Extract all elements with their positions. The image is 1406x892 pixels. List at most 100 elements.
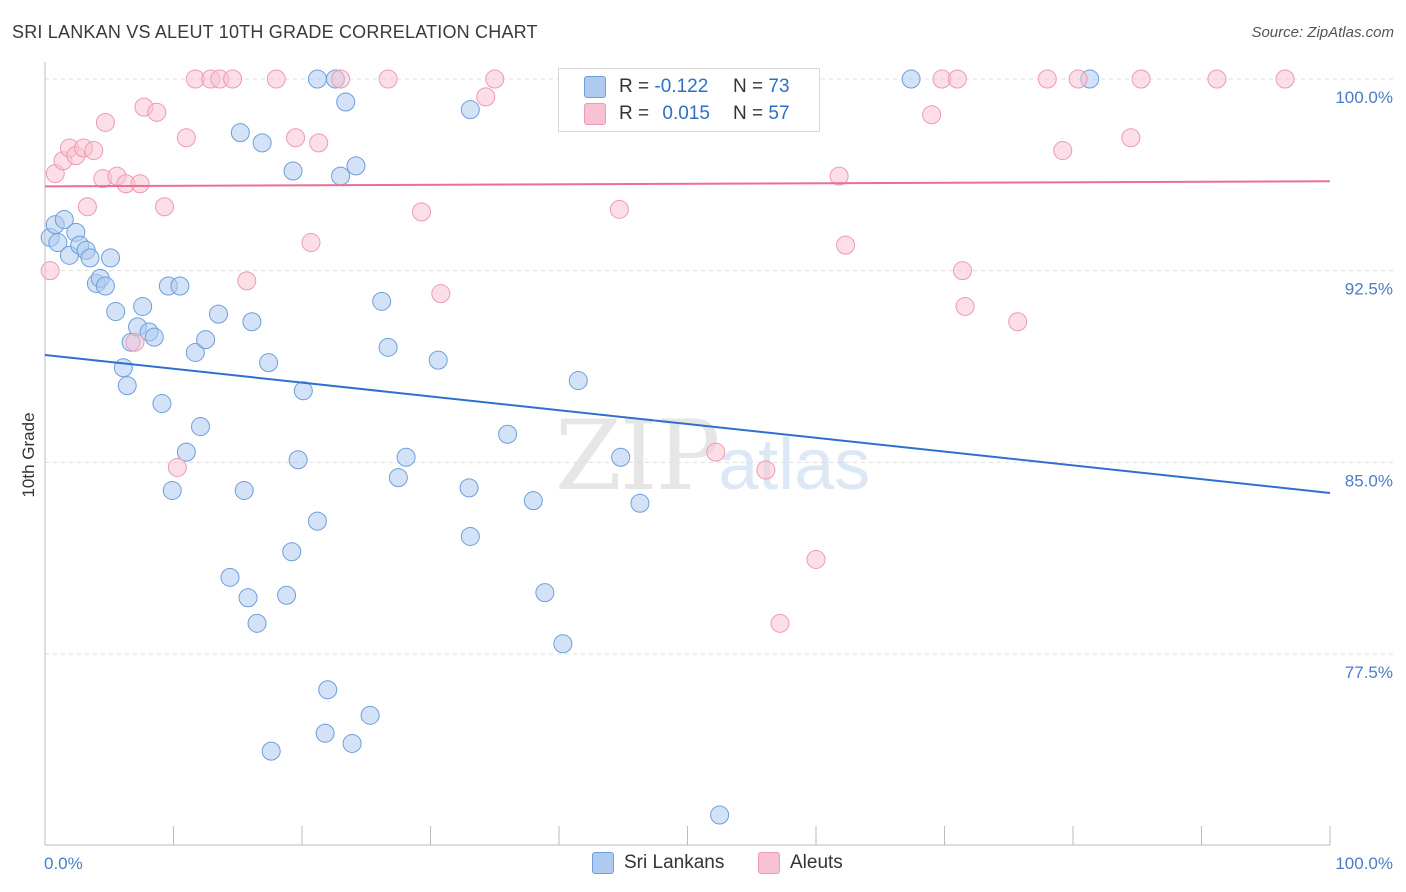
legend-r-label: R = xyxy=(619,103,650,124)
data-point-sri-lankans xyxy=(238,588,258,608)
data-point-aleuts xyxy=(331,69,351,89)
trend-lines xyxy=(44,180,1331,494)
data-point-aleuts xyxy=(412,202,432,222)
trend-line-sri-lankans xyxy=(44,354,1331,494)
legend-label: Aleuts xyxy=(790,852,843,873)
data-point-sri-lankans xyxy=(331,166,351,186)
data-point-aleuts xyxy=(77,197,97,217)
legend-n-value: 73 xyxy=(768,76,790,97)
legend-item-aleuts[interactable]: Aleuts xyxy=(758,852,843,874)
data-point-aleuts xyxy=(706,442,726,462)
legend-n: N = 73 xyxy=(733,76,790,98)
correlation-legend: R = -0.122 N = 73 R = 0.015 N = 57 xyxy=(558,68,820,132)
data-point-aleuts xyxy=(147,102,167,122)
axis-labels: 100.0% 92.5% 85.0% 77.5% 0.0% 100.0% 10th Grad… xyxy=(19,88,1393,873)
data-point-sri-lankans xyxy=(190,417,210,437)
trend-line-aleuts xyxy=(44,180,1331,188)
data-point-aleuts xyxy=(155,197,175,217)
data-point-sri-lankans xyxy=(101,248,121,268)
data-point-sri-lankans xyxy=(152,394,172,414)
x-tick-label: 0.0% xyxy=(44,854,83,873)
data-point-sri-lankans xyxy=(396,447,416,467)
data-point-aleuts xyxy=(1207,69,1227,89)
data-point-sri-lankans xyxy=(553,634,573,654)
y-tick-label: 100.0% xyxy=(1335,88,1393,107)
legend-r: R = 0.015 xyxy=(619,103,710,125)
data-point-sri-lankans xyxy=(460,526,480,546)
data-point-sri-lankans xyxy=(372,291,392,311)
data-point-sri-lankans xyxy=(378,337,398,357)
data-point-sri-lankans xyxy=(113,358,133,378)
data-point-aleuts xyxy=(84,141,104,161)
legend-n-value: 57 xyxy=(768,103,790,124)
data-point-aleuts xyxy=(176,128,196,148)
data-point-sri-lankans xyxy=(630,493,650,513)
data-point-sri-lankans xyxy=(230,123,250,143)
series-aleuts xyxy=(40,69,1295,633)
data-point-aleuts xyxy=(431,284,451,304)
data-point-sri-lankans xyxy=(901,69,921,89)
data-point-aleuts xyxy=(266,69,286,89)
legend-item-sri-lankans[interactable]: Sri Lankans xyxy=(592,852,724,874)
y-tick-label: 85.0% xyxy=(1345,471,1393,490)
data-point-sri-lankans xyxy=(117,376,137,396)
data-point-sri-lankans xyxy=(498,424,518,444)
data-point-aleuts xyxy=(836,235,856,255)
data-point-aleuts xyxy=(1131,69,1151,89)
data-point-aleuts xyxy=(476,87,496,107)
data-point-sri-lankans xyxy=(208,304,228,324)
data-point-sri-lankans xyxy=(288,450,308,470)
data-point-sri-lankans xyxy=(259,353,279,373)
legend-r-value: -0.122 xyxy=(654,76,709,97)
chart-title: SRI LANKAN VS ALEUT 10TH GRADE CORRELATI… xyxy=(12,22,538,42)
data-point-aleuts xyxy=(167,457,187,477)
data-point-sri-lankans xyxy=(388,468,408,488)
data-point-sri-lankans xyxy=(523,491,543,511)
y-tick-label: 92.5% xyxy=(1345,280,1393,299)
data-point-aleuts xyxy=(95,112,115,132)
x-tick-label: 100.0% xyxy=(1335,854,1393,873)
data-point-aleuts xyxy=(806,549,826,569)
data-point-sri-lankans xyxy=(196,330,216,350)
legend-r-value: 0.015 xyxy=(662,103,710,124)
data-point-sri-lankans xyxy=(170,276,190,296)
data-point-aleuts xyxy=(237,271,257,291)
watermark-atlas: atlas xyxy=(718,425,871,505)
data-point-sri-lankans xyxy=(282,542,302,562)
data-point-aleuts xyxy=(609,199,629,219)
data-point-aleuts xyxy=(829,166,849,186)
data-point-sri-lankans xyxy=(428,350,448,370)
data-point-aleuts xyxy=(378,69,398,89)
data-point-aleuts xyxy=(952,261,972,281)
data-point-sri-lankans xyxy=(176,442,196,462)
data-point-sri-lankans xyxy=(106,302,126,322)
data-point-sri-lankans xyxy=(342,733,362,753)
data-point-sri-lankans xyxy=(242,312,262,332)
data-point-aleuts xyxy=(1008,312,1028,332)
legend-n-label: N = xyxy=(733,103,764,124)
data-point-aleuts xyxy=(1053,141,1073,161)
data-point-sri-lankans xyxy=(261,741,281,761)
legend-r: R = -0.122 xyxy=(619,76,708,98)
data-point-sri-lankans xyxy=(315,723,335,743)
data-point-sri-lankans xyxy=(144,327,164,347)
data-point-sri-lankans xyxy=(360,705,380,725)
data-point-aleuts xyxy=(955,296,975,316)
data-point-sri-lankans xyxy=(346,156,366,176)
data-point-aleuts xyxy=(309,133,329,153)
data-point-sri-lankans xyxy=(80,248,100,268)
data-point-sri-lankans xyxy=(336,92,356,112)
legend-n: N = 57 xyxy=(733,103,790,125)
data-point-sri-lankans xyxy=(710,805,730,825)
data-point-aleuts xyxy=(130,174,150,194)
axes xyxy=(44,62,1331,846)
data-point-aleuts xyxy=(40,261,60,281)
data-point-sri-lankans xyxy=(277,585,297,605)
data-point-sri-lankans xyxy=(252,133,272,153)
data-point-aleuts xyxy=(1037,69,1057,89)
data-point-aleuts xyxy=(922,105,942,125)
data-point-sri-lankans xyxy=(283,161,303,181)
data-point-sri-lankans xyxy=(307,69,327,89)
data-point-aleuts xyxy=(485,69,505,89)
data-point-aleuts xyxy=(1275,69,1295,89)
